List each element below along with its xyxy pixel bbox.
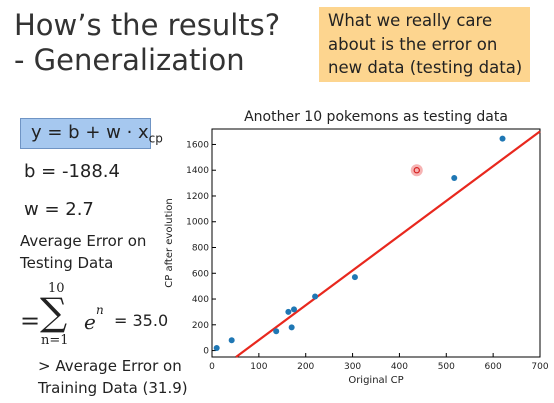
sum-result: = 35.0 xyxy=(114,311,169,330)
x-tick-label: 500 xyxy=(438,362,455,372)
data-point xyxy=(499,135,506,142)
y-tick-label: 200 xyxy=(192,321,209,331)
callout-line-2: about is the error on xyxy=(328,34,498,54)
data-point xyxy=(291,306,297,313)
slide-title: How’s the results? - Generalization xyxy=(14,8,280,78)
sigma-symbol: ∑ xyxy=(40,290,68,334)
x-tick-label: 100 xyxy=(250,362,267,372)
data-point xyxy=(312,293,319,300)
plot-frame xyxy=(211,128,541,358)
sum-upper-limit: 10 xyxy=(48,281,65,296)
y-tick-label: 1000 xyxy=(186,218,209,228)
comparison-line-2: Training Data (31.9) xyxy=(38,379,188,397)
x-tick-label: 600 xyxy=(485,362,502,372)
outlier-halo xyxy=(410,164,423,177)
data-point xyxy=(213,344,220,351)
sum-lower-limit: n=1 xyxy=(41,333,69,348)
formula-subscript: cp xyxy=(148,131,163,146)
data-point xyxy=(285,308,292,315)
x-tick-label: 200 xyxy=(297,362,314,372)
avg-error-label: Average Error on Testing Data xyxy=(20,230,146,274)
comparison-note: > Average Error on Training Data (31.9) xyxy=(38,355,188,399)
regression-line xyxy=(235,130,541,358)
x-tick-label: 400 xyxy=(391,362,408,372)
data-point xyxy=(351,274,358,281)
data-point xyxy=(451,174,458,181)
y-tick-label: 1200 xyxy=(186,192,209,202)
title-line-2: - Generalization xyxy=(14,43,245,77)
y-tick-label: 0 xyxy=(203,347,209,357)
data-point xyxy=(288,324,295,331)
w-value: w = 2.7 xyxy=(24,199,94,220)
avg-error-line-2: Testing Data xyxy=(20,254,114,272)
comparison-line-1: > Average Error on xyxy=(38,357,182,375)
x-tick-label: 0 xyxy=(209,362,215,372)
b-value: b = -188.4 xyxy=(24,161,120,182)
model-formula: y = b + w · xcp xyxy=(20,118,163,149)
y-tick-label: 1400 xyxy=(186,166,209,176)
callout-box: What we really care about is the error o… xyxy=(319,7,530,82)
x-tick-label: 700 xyxy=(531,362,548,372)
sum-term: e xyxy=(84,310,96,334)
y-axis-label: CP after evolution xyxy=(164,198,175,288)
x-tick-label: 300 xyxy=(344,362,361,372)
data-point xyxy=(273,328,280,335)
callout-line-3: new data (testing data) xyxy=(328,58,523,77)
chart-title: Another 10 pokemons as testing data xyxy=(244,109,508,125)
callout-line-1: What we really care xyxy=(328,11,493,30)
y-tick-label: 1600 xyxy=(186,140,209,150)
y-tick-label: 400 xyxy=(192,295,209,305)
outlier-point xyxy=(413,167,420,174)
y-tick-label: 600 xyxy=(192,269,209,279)
x-axis-label: Original CP xyxy=(348,375,403,386)
y-tick-label: 800 xyxy=(192,244,209,254)
data-point xyxy=(228,337,235,344)
title-line-1: How’s the results? xyxy=(14,8,281,42)
formula-main: y = b + w · x xyxy=(31,122,149,143)
sum-exponent: n xyxy=(96,303,104,317)
avg-error-line-1: Average Error on xyxy=(20,232,147,250)
